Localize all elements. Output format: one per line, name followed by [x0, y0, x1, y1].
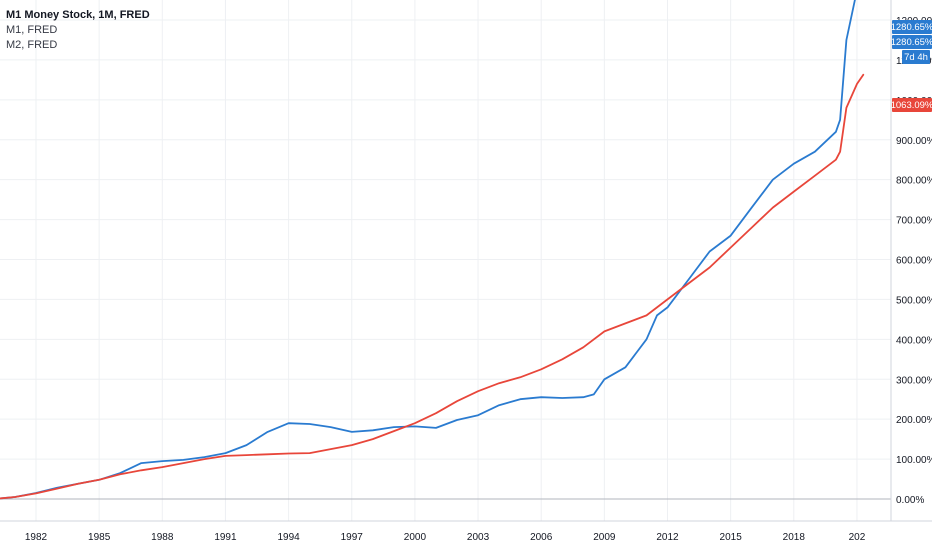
x-tick-label: 2015 — [720, 532, 743, 543]
y-tick-label: 800.00% — [896, 176, 932, 187]
x-tick-label: 2009 — [593, 532, 616, 543]
x-tick-label: 2012 — [656, 532, 679, 543]
y-tick-label: 900.00% — [896, 136, 932, 147]
chart-legend: M1 Money Stock, 1M, FRED M1, FRED M2, FR… — [6, 8, 150, 53]
x-tick-label: 2003 — [467, 532, 490, 543]
legend-item-m2[interactable]: M2, FRED — [6, 39, 58, 51]
x-tick-label: 1991 — [214, 532, 237, 543]
x-tick-label: 1985 — [88, 532, 111, 543]
y-tick-label: 100.00% — [896, 455, 932, 466]
x-tick-label: 1988 — [151, 532, 174, 543]
y-tick-label: 500.00% — [896, 295, 932, 306]
y-tick-label: 700.00% — [896, 216, 932, 227]
y-tick-label: 600.00% — [896, 256, 932, 267]
chart-title: M1 Money Stock, 1M, FRED — [6, 9, 150, 21]
m2-price-label-box — [892, 98, 932, 112]
x-tick-label: 1997 — [341, 532, 364, 543]
x-tick-label: 1994 — [277, 532, 300, 543]
m1-prev-price-label: 1280.65% — [891, 37, 932, 48]
countdown-label: 7d 4h — [904, 52, 928, 63]
m1-price-label-box — [892, 20, 932, 34]
m1-prev-price-label-box — [892, 35, 932, 49]
x-tick-label: 2018 — [783, 532, 806, 543]
y-tick-label: 400.00% — [896, 335, 932, 346]
m2-price-label: 1063.09% — [891, 100, 932, 111]
countdown-label-box — [902, 50, 930, 64]
y-tick-label: 0.00% — [896, 495, 924, 506]
y-tick-label: 200.00% — [896, 415, 932, 426]
legend-item-m1[interactable]: M1, FRED — [6, 24, 58, 36]
price-labels: 1280.65% 1280.65% 7d 4h 1063.09% — [891, 20, 932, 112]
x-tick-label: 1982 — [25, 532, 48, 543]
series-line-m2[interactable] — [0, 73, 865, 500]
x-tick-label: 2000 — [404, 532, 427, 543]
x-axis-ticks[interactable]: 1982 1985 1988 1991 1994 1997 2000 2003 2006 2009… — [25, 532, 866, 543]
series-line-m1[interactable] — [0, 0, 863, 500]
m1-price-label: 1280.65% — [891, 22, 932, 33]
y-tick-label: 300.00% — [896, 375, 932, 386]
x-tick-label: 2006 — [530, 532, 553, 543]
series-layer — [0, 0, 865, 500]
x-tick-label: 202 — [849, 532, 866, 543]
